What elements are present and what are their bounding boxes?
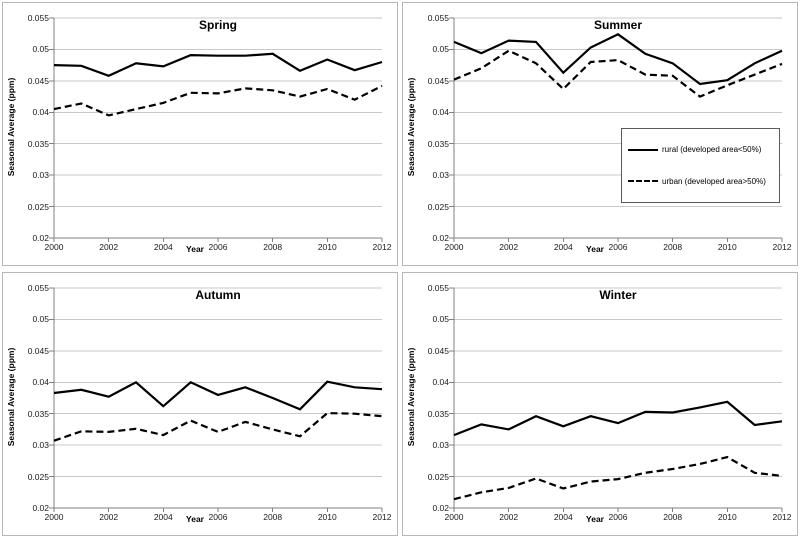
y-tick-label: 0.025 [27,201,49,212]
x-tick-label: 2012 [372,242,392,252]
x-tick-label: 2004 [153,242,173,252]
legend: rural (developed area<50%) urban (develo… [621,128,780,203]
chart-title-summer: Summer [593,18,643,32]
y-axis-label: Seasonal Average (ppm) [406,347,416,447]
x-axis-label: Year [586,244,604,254]
x-tick-label: 2008 [263,512,283,522]
x-tick-label: 2006 [608,512,628,522]
urban-line-sample-icon [628,180,658,183]
y-tick-label: 0.05 [432,314,449,325]
urban-series-line [453,455,783,501]
x-tick-label: 2004 [153,512,173,522]
y-tick-label: 0.035 [427,138,449,149]
y-tick-label: 0.03 [32,440,49,451]
y-tick-label: 0.055 [27,283,49,293]
x-tick-label: 2004 [553,512,573,522]
y-tick-label: 0.03 [32,170,49,181]
x-tick-label: 2012 [772,512,792,522]
y-tick-label: 0.055 [427,283,449,293]
y-tick-label: 0.035 [427,408,449,419]
y-tick-label: 0.04 [432,377,449,388]
y-tick-label: 0.045 [427,345,449,356]
chart-panel-autumn: Autumn Seasonal Average (ppm) Year 0.02 0… [2,272,398,536]
x-tick-label: 2002 [499,512,519,522]
x-tick-label: 2008 [663,242,683,252]
y-tick-label: 0.03 [432,440,449,451]
y-tick-label: 0.02 [32,233,49,243]
urban-series-line [453,49,783,98]
x-tick-label: 2010 [317,512,337,522]
y-axis-label: Seasonal Average (ppm) [406,77,416,177]
y-tick-label: 0.055 [427,13,449,23]
y-tick-label: 0.045 [27,345,49,356]
x-tick-label: 2004 [553,242,573,252]
urban-series-line [53,411,383,442]
x-tick-label: 2012 [772,242,792,252]
y-tick-label: 0.05 [32,314,49,325]
x-tick-label: 2002 [499,242,519,252]
winter-plot-area [449,287,783,512]
rural-series-line [53,52,383,77]
spring-plot-area [49,17,383,242]
x-tick-label: 2000 [44,242,64,252]
x-tick-label: 2002 [99,512,119,522]
x-tick-label: 2006 [208,242,228,252]
y-tick-label: 0.02 [432,503,449,513]
rural-line-sample-icon [628,148,658,151]
x-tick-label: 2006 [608,242,628,252]
y-tick-label: 0.025 [427,471,449,482]
x-tick-label: 2002 [99,242,119,252]
x-tick-label: 2010 [717,242,737,252]
y-tick-label: 0.045 [427,75,449,86]
x-axis-label: Year [186,244,204,254]
legend-label-urban: urban (developed area>50%) [662,176,766,186]
y-tick-label: 0.03 [432,170,449,181]
x-tick-label: 2010 [717,512,737,522]
x-tick-label: 2000 [444,242,464,252]
y-tick-label: 0.05 [432,44,449,55]
chart-panel-summer: Summer Seasonal Average (ppm) Year rural… [402,2,798,266]
urban-series-line [53,84,383,117]
y-tick-label: 0.045 [27,75,49,86]
x-tick-label: 2000 [444,512,464,522]
chart-title-autumn: Autumn [195,288,241,302]
y-tick-label: 0.02 [432,233,449,243]
y-tick-label: 0.04 [32,107,49,118]
y-tick-label: 0.035 [27,408,49,419]
y-tick-label: 0.04 [432,107,449,118]
rural-series-line [453,33,783,86]
x-tick-label: 2000 [44,512,64,522]
x-tick-label: 2010 [317,242,337,252]
y-tick-label: 0.04 [32,377,49,388]
legend-item-urban: urban (developed area>50%) [628,177,773,186]
x-tick-label: 2008 [663,512,683,522]
chart-panel-spring: Spring Seasonal Average (ppm) Year 0.02 0… [2,2,398,266]
y-tick-label: 0.05 [32,44,49,55]
x-tick-label: 2008 [263,242,283,252]
rural-series-line [53,380,383,411]
x-tick-label: 2012 [372,512,392,522]
y-axis-label: Seasonal Average (ppm) [6,347,16,447]
y-tick-label: 0.055 [27,13,49,23]
rural-series-line [453,400,783,437]
chart-title-spring: Spring [199,18,237,32]
x-tick-label: 2006 [208,512,228,522]
x-axis-label: Year [586,514,604,524]
legend-label-rural: rural (developed area<50%) [662,145,762,155]
chart-panel-winter: Winter Seasonal Average (ppm) Year 0.02 0… [402,272,798,536]
y-axis-label: Seasonal Average (ppm) [6,77,16,177]
y-tick-label: 0.02 [32,503,49,513]
x-axis-label: Year [186,514,204,524]
y-tick-label: 0.025 [27,471,49,482]
y-tick-label: 0.025 [427,201,449,212]
autumn-plot-area [49,287,383,512]
legend-item-rural: rural (developed area<50%) [628,145,773,154]
chart-title-winter: Winter [599,288,637,302]
y-tick-label: 0.035 [27,138,49,149]
